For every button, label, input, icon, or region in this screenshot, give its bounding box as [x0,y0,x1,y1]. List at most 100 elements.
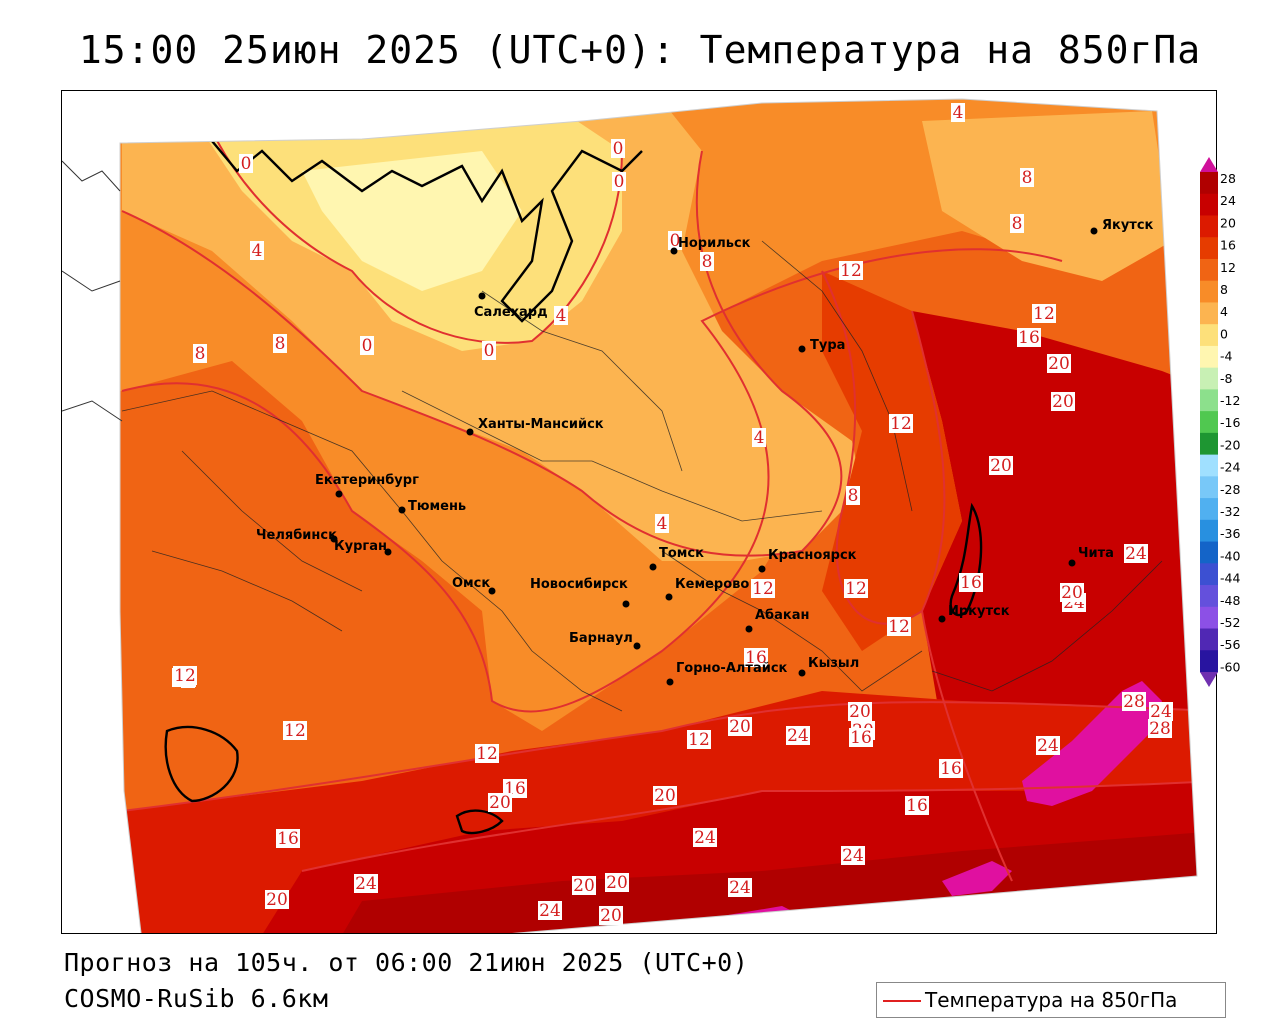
city-marker: Чита [1068,546,1114,567]
svg-text:12: 12 [890,414,912,434]
city-dot [1068,559,1076,567]
svg-text:8: 8 [1012,214,1023,234]
city-label: Кызыл [808,656,859,671]
city-marker: Курган [334,539,392,556]
isotherm-value: 24 [1149,702,1173,722]
isotherm-value: 0 [239,154,253,174]
city-marker: Новосибирск [530,577,630,608]
svg-text:12: 12 [174,666,196,686]
isotherm-value: 20 [728,717,752,737]
city-marker: Ханты-Мансийск [466,417,604,436]
svg-text:20: 20 [990,456,1012,476]
isotherm-value: 20 [488,793,512,813]
temperature-map: 0408804084008848121216202012208412121216… [62,98,1198,933]
svg-text:12: 12 [888,617,910,637]
colorbar-segment [1200,476,1218,499]
isotherm-value: 20 [599,906,623,926]
city-dot [384,548,392,556]
isotherm-value: 8 [273,334,287,354]
colorbar-tick-label: -32 [1220,504,1240,519]
isotherm-value: 20 [653,786,677,806]
isotherm-value: 24 [1036,736,1060,756]
legend: Температура на 850гПа [876,982,1226,1018]
svg-text:20: 20 [606,873,628,893]
coastline [164,140,983,835]
isotherm-value: 16 [849,728,873,748]
svg-text:28: 28 [1149,719,1171,739]
city-label: Томск [659,546,704,561]
city-dot [488,587,496,595]
isotherm-value: 8 [1020,168,1034,188]
colorbar-segment [1200,541,1218,564]
city-label: Барнаул [569,631,633,646]
isotherm-value: 12 [751,579,775,599]
colorbar-tick-label: 4 [1220,304,1228,319]
city-label: Омск [452,576,490,591]
isotherm-value: 12 [839,261,863,281]
isotherm-value: 8 [1010,214,1024,234]
svg-text:8: 8 [1022,168,1033,188]
isotherm-value: 0 [482,341,496,361]
svg-text:12: 12 [284,721,306,741]
svg-text:24: 24 [729,878,751,898]
city-marker: Кемерово [665,577,749,601]
colorbar-segment [1200,498,1218,521]
city-dot [665,593,673,601]
region-boundaries [121,240,1163,712]
svg-text:20: 20 [1061,583,1083,603]
colorbar-segment [1200,280,1218,303]
colorbar-top-arrow [1200,157,1218,172]
isotherm-value: 16 [905,796,929,816]
svg-text:0: 0 [670,231,681,251]
colorbar-tick-label: 28 [1220,171,1236,186]
svg-text:24: 24 [355,874,377,894]
isotherm-value: 20 [572,876,596,896]
isotherm-value: 20 [989,456,1013,476]
isotherm-value: 4 [554,306,568,326]
svg-text:4: 4 [252,241,263,261]
city-label: Иркутск [948,604,1010,619]
city-label: Якутск [1102,218,1154,233]
isotherm-value: 16 [1017,328,1041,348]
svg-text:20: 20 [729,717,751,737]
colorbar-segment [1200,215,1218,238]
colorbar-tick-label: -52 [1220,615,1240,630]
svg-text:8: 8 [848,486,859,506]
colorbar-segment [1200,585,1218,608]
svg-text:20: 20 [266,890,288,910]
city-label: Екатеринбург [315,473,419,488]
isotherm-value: 28 [1122,692,1146,712]
isotherm-value: 24 [728,878,752,898]
colorbar-segment [1200,367,1218,390]
colorbar-tick-label: -28 [1220,482,1240,497]
isotherm-value: 4 [250,241,264,261]
colorbar-segment [1200,172,1218,195]
city-label: Горно-Алтайск [676,661,788,676]
city-marker: Иркутск [938,604,1010,623]
svg-text:16: 16 [850,728,872,748]
svg-text:24: 24 [539,901,561,921]
city-marker: Екатеринбург [315,473,419,498]
isotherm-value: 8 [700,252,714,272]
isotherm-value: 4 [752,428,766,448]
isotherm-lines [121,130,1197,882]
city-marker: Горно-Алтайск [666,661,788,686]
colorbar-tick-label: -12 [1220,393,1240,408]
city-marker: Тура [798,338,845,353]
colorbar-tick-label: -44 [1220,571,1240,586]
colorbar-segment [1200,519,1218,543]
svg-text:4: 4 [657,514,668,534]
colorbar-segment [1200,606,1218,630]
isotherm-value: 16 [939,759,963,779]
colorbar-segment [1200,628,1218,651]
svg-text:20: 20 [1052,392,1074,412]
colorbar-tick-label: 16 [1220,238,1236,253]
isotherm-value: 12 [283,721,307,741]
isotherm-value: 20 [1047,354,1071,374]
city-dot [633,642,641,650]
isotherm-value: 16 [744,648,768,668]
city-label: Салехард [474,305,548,320]
domain-edge [119,98,1198,933]
svg-text:16: 16 [906,796,928,816]
colorbar-tick-label: -8 [1220,371,1233,386]
